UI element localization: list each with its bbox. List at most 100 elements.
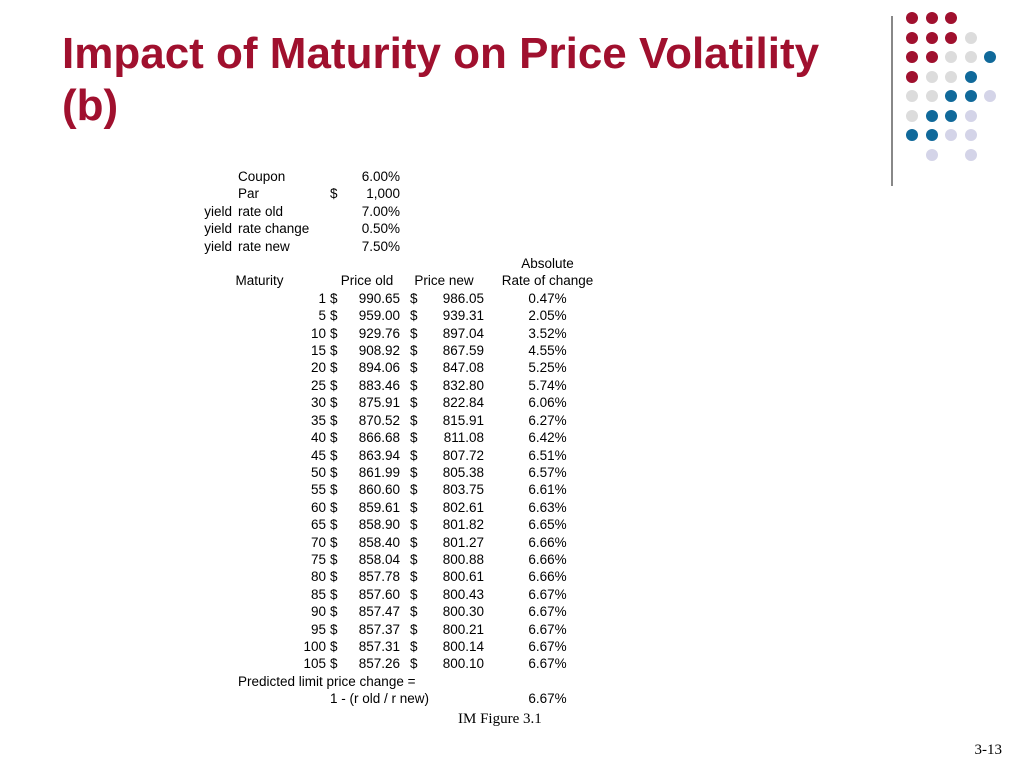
cell-rate-of-change: 6.67% bbox=[528, 586, 567, 602]
cell-currency-old: $ bbox=[330, 447, 338, 463]
cell-currency-new: $ bbox=[410, 569, 418, 585]
cell-price-new: 801.27 bbox=[442, 534, 484, 550]
table-row: 15 $908.92 $867.59 4.55% bbox=[189, 342, 611, 359]
cell-currency-new: $ bbox=[410, 517, 418, 533]
cell-price-old: 859.61 bbox=[358, 499, 400, 515]
input-currency bbox=[330, 238, 346, 255]
cell-price-old: 857.26 bbox=[358, 656, 400, 672]
cell-maturity: 60 bbox=[310, 499, 326, 515]
input-value: 7.00% bbox=[361, 203, 400, 219]
table-row: 80 $857.78 $800.61 6.66% bbox=[189, 568, 611, 585]
cell-rate-of-change: 0.47% bbox=[528, 290, 567, 306]
input-prefix bbox=[189, 168, 232, 185]
cell-rate-of-change: 6.65% bbox=[528, 517, 567, 533]
decorative-dot bbox=[945, 129, 957, 141]
input-parameters: Coupon 6.00% Par $1,000 yield rate old 7.00% yi… bbox=[189, 168, 611, 255]
decorative-dot bbox=[906, 70, 918, 83]
cell-currency-new: $ bbox=[410, 325, 418, 341]
cell-rate-of-change: 3.52% bbox=[528, 325, 567, 341]
predicted-value: 6.67% bbox=[528, 691, 567, 707]
predicted-formula-row: 1 - (r old / r new) 6.67% bbox=[189, 690, 611, 707]
cell-currency-new: $ bbox=[410, 412, 418, 428]
input-currency: $ bbox=[330, 186, 338, 202]
decorative-dot bbox=[945, 51, 957, 63]
decorative-dot bbox=[945, 109, 957, 122]
input-prefix: yield bbox=[204, 203, 232, 219]
cell-maturity: 10 bbox=[310, 325, 326, 341]
decorative-dot bbox=[925, 12, 938, 24]
cell-currency-old: $ bbox=[330, 482, 338, 498]
input-label: rate old bbox=[238, 203, 284, 219]
cell-maturity: 65 bbox=[310, 517, 326, 533]
cell-price-new: 822.84 bbox=[442, 395, 484, 411]
table-row: 65 $858.90 $801.82 6.65% bbox=[189, 516, 611, 533]
cell-price-old: 866.68 bbox=[358, 430, 400, 446]
cell-currency-old: $ bbox=[330, 464, 338, 480]
cell-currency-new: $ bbox=[410, 656, 418, 672]
table-row: 60 $859.61 $802.61 6.63% bbox=[189, 499, 611, 516]
cell-price-new: 800.14 bbox=[442, 638, 484, 654]
cell-price-new: 802.61 bbox=[442, 499, 484, 515]
cell-currency-old: $ bbox=[330, 395, 338, 411]
decorative-dot bbox=[925, 31, 938, 44]
cell-maturity: 15 bbox=[310, 343, 326, 359]
slide-title: Impact of Maturity on Price Volatility (… bbox=[62, 29, 820, 130]
cell-maturity: 55 bbox=[310, 482, 326, 498]
cell-price-old: 861.99 bbox=[358, 464, 400, 480]
cell-currency-old: $ bbox=[330, 551, 338, 567]
cell-maturity: 80 bbox=[310, 569, 326, 585]
cell-price-old: 883.46 bbox=[358, 377, 400, 393]
cell-currency-old: $ bbox=[330, 517, 338, 533]
cell-price-new: 939.31 bbox=[442, 308, 484, 324]
cell-currency-old: $ bbox=[330, 604, 338, 620]
decorative-dot-grid bbox=[906, 12, 1006, 162]
input-currency bbox=[330, 203, 346, 220]
cell-currency-new: $ bbox=[410, 308, 418, 324]
header-price-old: Price old bbox=[340, 273, 394, 289]
decorative-dot bbox=[906, 109, 918, 122]
cell-price-old: 875.91 bbox=[358, 395, 400, 411]
cell-maturity: 45 bbox=[310, 447, 326, 463]
table-row: 85 $857.60 $800.43 6.67% bbox=[189, 586, 611, 603]
table-row: 50 $861.99 $805.38 6.57% bbox=[189, 464, 611, 481]
cell-price-new: 801.82 bbox=[442, 517, 484, 533]
table-row: 35 $870.52 $815.91 6.27% bbox=[189, 412, 611, 429]
cell-price-new: 897.04 bbox=[442, 325, 484, 341]
cell-maturity: 105 bbox=[303, 656, 326, 672]
cell-price-old: 858.04 bbox=[358, 551, 400, 567]
decorative-dot bbox=[964, 129, 977, 141]
cell-currency-new: $ bbox=[410, 360, 418, 376]
input-value: 1,000 bbox=[366, 186, 400, 202]
decorative-dot bbox=[906, 31, 918, 44]
table-body: 1 $990.65 $986.05 0.47% 5 $959.00 $939.31 2.05%… bbox=[189, 290, 611, 673]
decorative-dot bbox=[906, 51, 918, 63]
cell-rate-of-change: 6.66% bbox=[528, 569, 567, 585]
header-maturity: Maturity bbox=[235, 273, 284, 289]
cell-price-new: 986.05 bbox=[442, 290, 484, 306]
cell-price-old: 857.60 bbox=[358, 586, 400, 602]
slide-number: 3-13 bbox=[974, 742, 1003, 758]
divider-line bbox=[891, 16, 893, 186]
cell-maturity: 50 bbox=[310, 464, 326, 480]
header-row: Maturity Price old Price new Rate of cha… bbox=[189, 272, 611, 289]
cell-currency-old: $ bbox=[330, 308, 338, 324]
table-row: 75 $858.04 $800.88 6.66% bbox=[189, 551, 611, 568]
input-value: 6.00% bbox=[361, 169, 400, 184]
cell-currency-old: $ bbox=[330, 656, 338, 672]
cell-price-old: 858.40 bbox=[358, 534, 400, 550]
table-row: 100 $857.31 $800.14 6.67% bbox=[189, 638, 611, 655]
predicted-formula: 1 - (r old / r new) bbox=[330, 691, 430, 707]
cell-currency-new: $ bbox=[410, 343, 418, 359]
cell-currency-old: $ bbox=[330, 638, 338, 654]
table-row: 25 $883.46 $832.80 5.74% bbox=[189, 377, 611, 394]
cell-currency-old: $ bbox=[330, 534, 338, 550]
decorative-dot bbox=[964, 90, 977, 102]
decorative-dot bbox=[984, 90, 996, 102]
cell-price-old: 908.92 bbox=[358, 343, 400, 359]
input-row: Par $1,000 bbox=[189, 185, 611, 202]
input-label: Par bbox=[238, 186, 260, 202]
cell-currency-new: $ bbox=[410, 290, 418, 306]
cell-currency-old: $ bbox=[330, 621, 338, 637]
cell-rate-of-change: 6.61% bbox=[528, 482, 567, 498]
cell-currency-old: $ bbox=[330, 499, 338, 515]
